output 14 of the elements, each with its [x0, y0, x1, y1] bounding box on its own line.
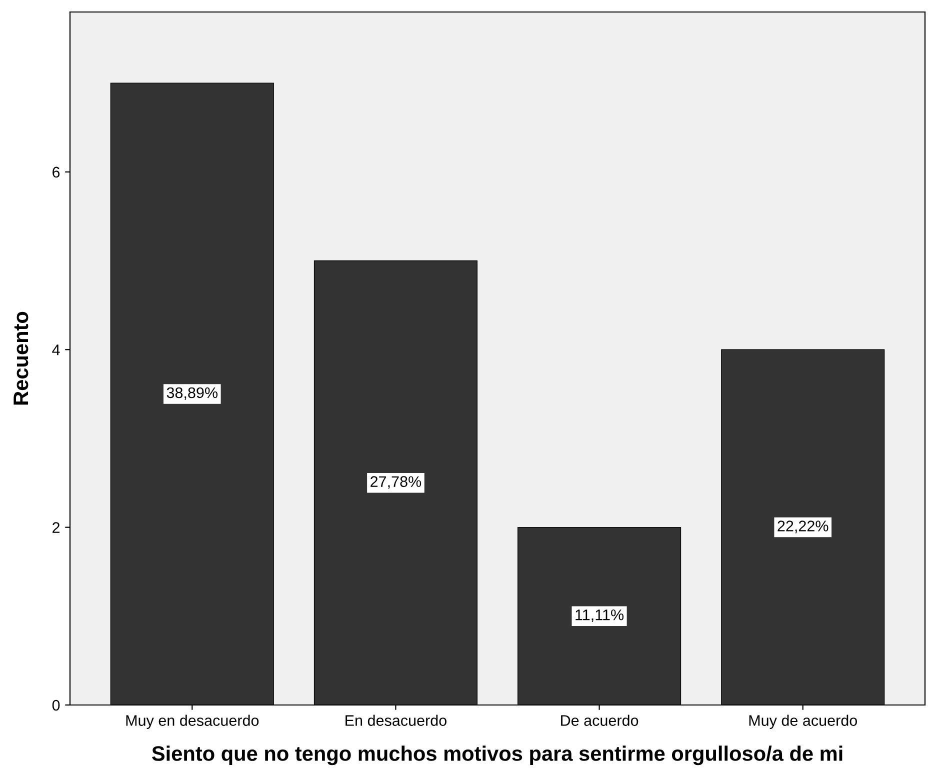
- y-tick-label: 0: [52, 700, 60, 711]
- annotation: 11,11%: [576, 610, 624, 622]
- x-tick-label: De acuerdo: [561, 714, 638, 726]
- annotation: 27,78%: [370, 476, 422, 489]
- y-tick-label: 6: [52, 166, 60, 178]
- x-tick-label: Muy de acuerdo: [749, 714, 857, 729]
- y-axis-title: Recuento: [14, 312, 28, 405]
- y-tick-label: 4: [52, 344, 60, 356]
- annotation: 22,22%: [778, 520, 828, 534]
- annotation: 38,89%: [166, 387, 218, 400]
- x-tick-label: En desacuerdo: [346, 714, 446, 726]
- x-tick-label: Muy en desacuerdo: [126, 714, 259, 729]
- y-tick-label: 2: [52, 522, 60, 533]
- x-axis-title: Siento que no tengo muchos motivos para sentirme orgulloso/a de mi: [152, 746, 842, 766]
